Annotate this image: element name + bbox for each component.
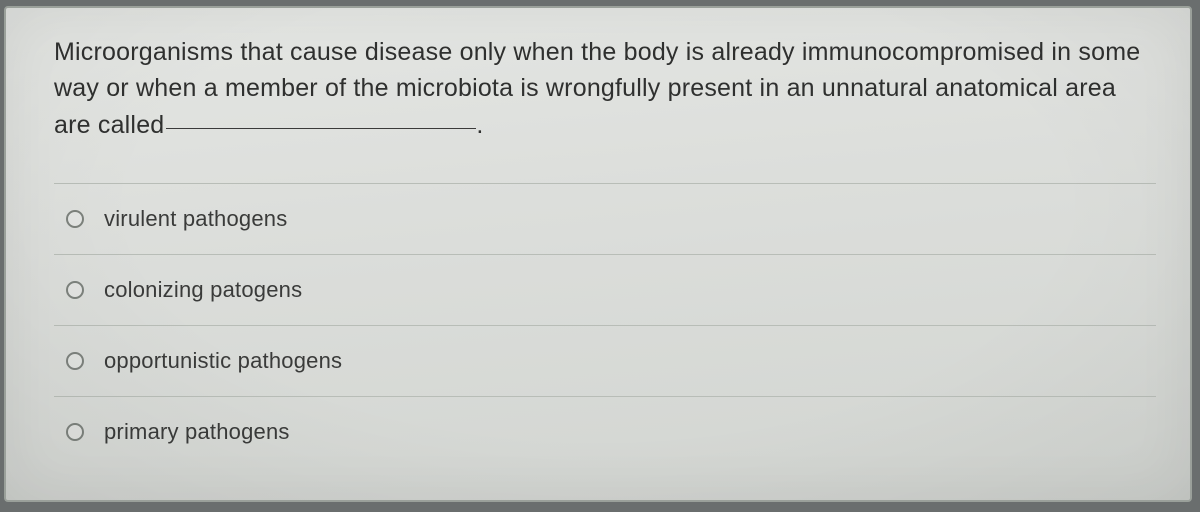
option-row[interactable]: primary pathogens	[54, 397, 1156, 467]
radio-icon[interactable]	[66, 423, 84, 441]
option-row[interactable]: virulent pathogens	[54, 184, 1156, 255]
option-label: colonizing patogens	[104, 277, 302, 303]
fill-in-blank	[166, 128, 476, 129]
radio-icon[interactable]	[66, 210, 84, 228]
radio-icon[interactable]	[66, 352, 84, 370]
question-card: Microorganisms that cause disease only w…	[4, 6, 1192, 502]
question-punct: .	[476, 111, 483, 139]
option-row[interactable]: opportunistic pathogens	[54, 326, 1156, 397]
question-stem: Microorganisms that cause disease only w…	[54, 38, 1140, 139]
option-label: primary pathogens	[104, 419, 290, 445]
option-label: opportunistic pathogens	[104, 348, 342, 374]
radio-icon[interactable]	[66, 281, 84, 299]
option-row[interactable]: colonizing patogens	[54, 255, 1156, 326]
question-text: Microorganisms that cause disease only w…	[54, 34, 1156, 143]
options-list: virulent pathogens colonizing patogens o…	[54, 183, 1156, 467]
option-label: virulent pathogens	[104, 206, 287, 232]
